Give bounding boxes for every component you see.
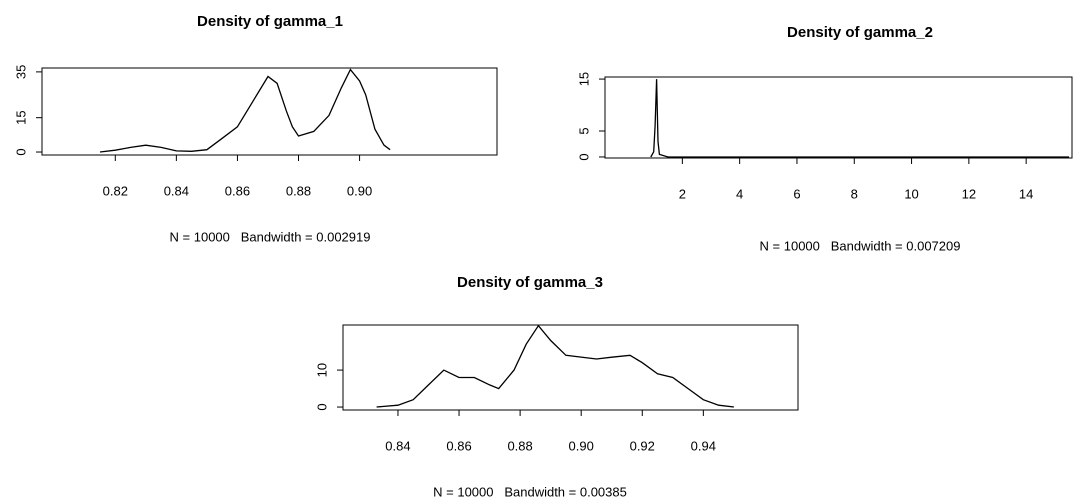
- x-tick-label: 0.90: [569, 438, 594, 453]
- x-tick-label: 14: [1019, 186, 1033, 201]
- y-tick-label: 35: [13, 65, 28, 79]
- y-tick-label: 0: [13, 148, 28, 155]
- density-line: [99, 68, 391, 153]
- x-tick-label: 0.84: [385, 438, 410, 453]
- x-tick-label: 0.82: [103, 183, 128, 198]
- x-tick-label: 2: [679, 186, 686, 201]
- chart-title: Density of gamma_1: [197, 13, 343, 30]
- plot-box: [342, 324, 799, 411]
- x-tick-label: 0.90: [347, 183, 372, 198]
- y-tick-label: 0: [314, 403, 329, 410]
- x-tick-label: 0.86: [225, 183, 250, 198]
- x-tick-label: 0.94: [691, 438, 716, 453]
- x-tick-label: 0.84: [164, 183, 189, 198]
- x-tick-label: 0.92: [630, 438, 655, 453]
- subtitle: N = 10000 Bandwidth = 0.00385: [433, 484, 627, 499]
- chart-title: Density of gamma_3: [457, 274, 603, 291]
- x-tick-label: 0.88: [507, 438, 532, 453]
- chart-title: Density of gamma_2: [787, 24, 933, 41]
- y-tick-label: 10: [314, 363, 329, 377]
- density-line: [376, 324, 734, 408]
- plot-box: [41, 67, 498, 156]
- y-tick-label: 15: [13, 110, 28, 124]
- x-tick-label: 4: [736, 186, 743, 201]
- subtitle: N = 10000 Bandwidth = 0.007209: [760, 238, 961, 253]
- x-tick-label: 12: [962, 186, 976, 201]
- x-tick-label: 10: [904, 186, 918, 201]
- plot-box: [604, 76, 1073, 159]
- y-tick-label: 15: [576, 72, 591, 86]
- x-tick-label: 0.88: [286, 183, 311, 198]
- y-tick-label: 5: [576, 127, 591, 134]
- x-tick-label: 8: [851, 186, 858, 201]
- y-tick-label: 0: [576, 153, 591, 160]
- subtitle: N = 10000 Bandwidth = 0.002919: [170, 229, 371, 244]
- x-tick-label: 0.86: [446, 438, 471, 453]
- x-tick-label: 6: [793, 186, 800, 201]
- density-line: [650, 79, 1070, 158]
